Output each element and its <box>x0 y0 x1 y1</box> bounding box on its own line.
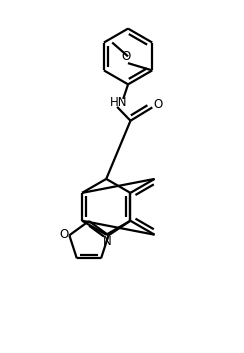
Text: O: O <box>153 98 163 111</box>
Text: N: N <box>103 235 112 248</box>
Text: O: O <box>60 228 69 241</box>
Text: O: O <box>122 50 131 63</box>
Text: HN: HN <box>110 96 127 109</box>
